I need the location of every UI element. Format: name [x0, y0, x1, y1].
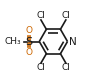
Text: Cl: Cl	[37, 63, 45, 72]
Text: Cl: Cl	[61, 11, 70, 20]
Text: O: O	[26, 48, 32, 57]
Text: N: N	[69, 37, 76, 46]
Text: S: S	[25, 37, 33, 46]
Text: CH₃: CH₃	[4, 37, 21, 46]
Text: Cl: Cl	[37, 11, 45, 20]
Text: O: O	[26, 26, 32, 35]
Text: Cl: Cl	[61, 63, 70, 72]
